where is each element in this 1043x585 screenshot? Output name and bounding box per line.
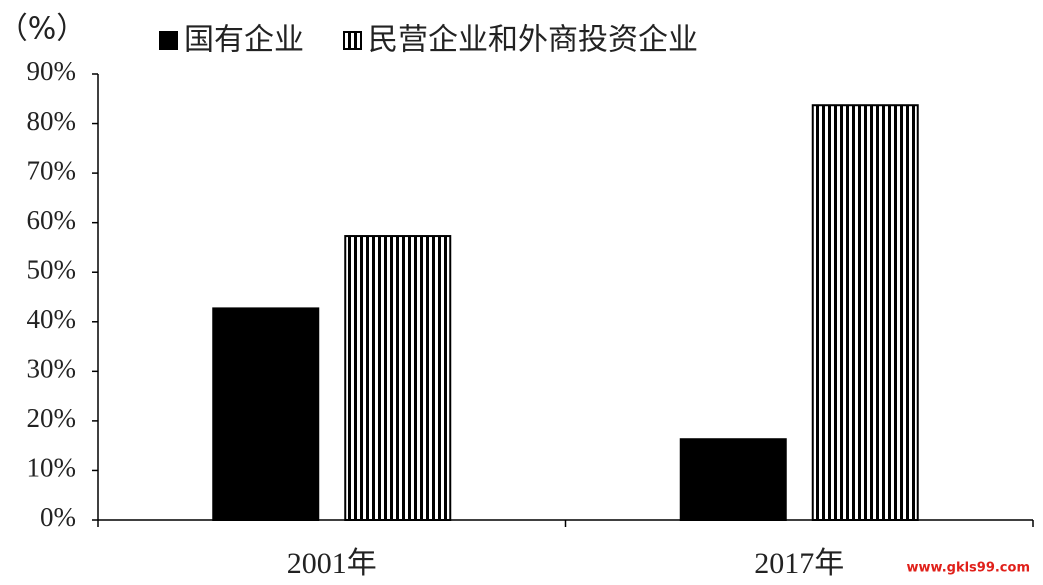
- watermark: www.gkls99.com: [907, 561, 1031, 576]
- y-tick-label: 30%: [27, 354, 77, 384]
- legend-label: 民营企业和外商投资企业: [368, 23, 698, 58]
- y-tick-label: 40%: [27, 304, 77, 334]
- y-tick-label: 0%: [40, 502, 76, 532]
- bar: [811, 104, 919, 521]
- x-tick-label: 2001年: [287, 547, 377, 580]
- y-tick-label: 60%: [27, 205, 77, 235]
- legend-label: 国有企业: [184, 23, 304, 58]
- y-tick-label: 80%: [27, 106, 77, 136]
- legend-swatch: [343, 31, 362, 50]
- legend-swatch: [159, 31, 178, 50]
- bar: [679, 438, 787, 522]
- y-axis-label: （%）: [0, 12, 86, 47]
- y-tick-label: 20%: [27, 403, 77, 433]
- y-tick-label: 90%: [27, 56, 77, 86]
- y-tick-label: 10%: [27, 453, 77, 483]
- x-tick-label: 2017年: [754, 547, 844, 580]
- y-tick-label: 70%: [27, 155, 77, 185]
- bar: [344, 235, 452, 521]
- y-tick-label: 50%: [27, 254, 77, 284]
- bar: [212, 307, 320, 521]
